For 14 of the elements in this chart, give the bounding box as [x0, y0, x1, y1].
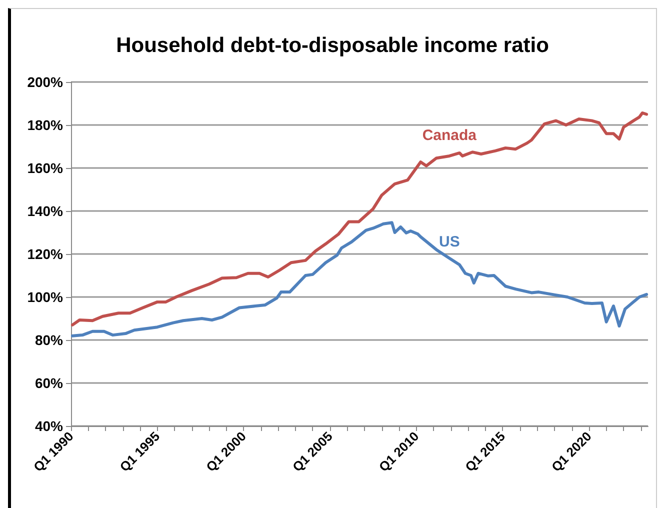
line-series: [70, 111, 648, 326]
line-series: [70, 221, 648, 338]
y-tick-label: 180%: [27, 117, 64, 133]
chart-title: Household debt-to-disposable income ratio: [116, 34, 549, 57]
y-tick-label: 40%: [34, 418, 64, 434]
y-tick-label: 60%: [34, 375, 64, 391]
series-label: Canada: [422, 126, 478, 144]
y-tick-label: 80%: [34, 332, 64, 348]
y-tick-label: 100%: [27, 289, 64, 305]
y-tick-label: 120%: [27, 246, 64, 262]
series-label: US: [439, 233, 460, 250]
y-tick-label: 140%: [27, 203, 64, 219]
y-tick-label: 200%: [27, 74, 64, 90]
y-tick-label: 160%: [27, 160, 64, 176]
